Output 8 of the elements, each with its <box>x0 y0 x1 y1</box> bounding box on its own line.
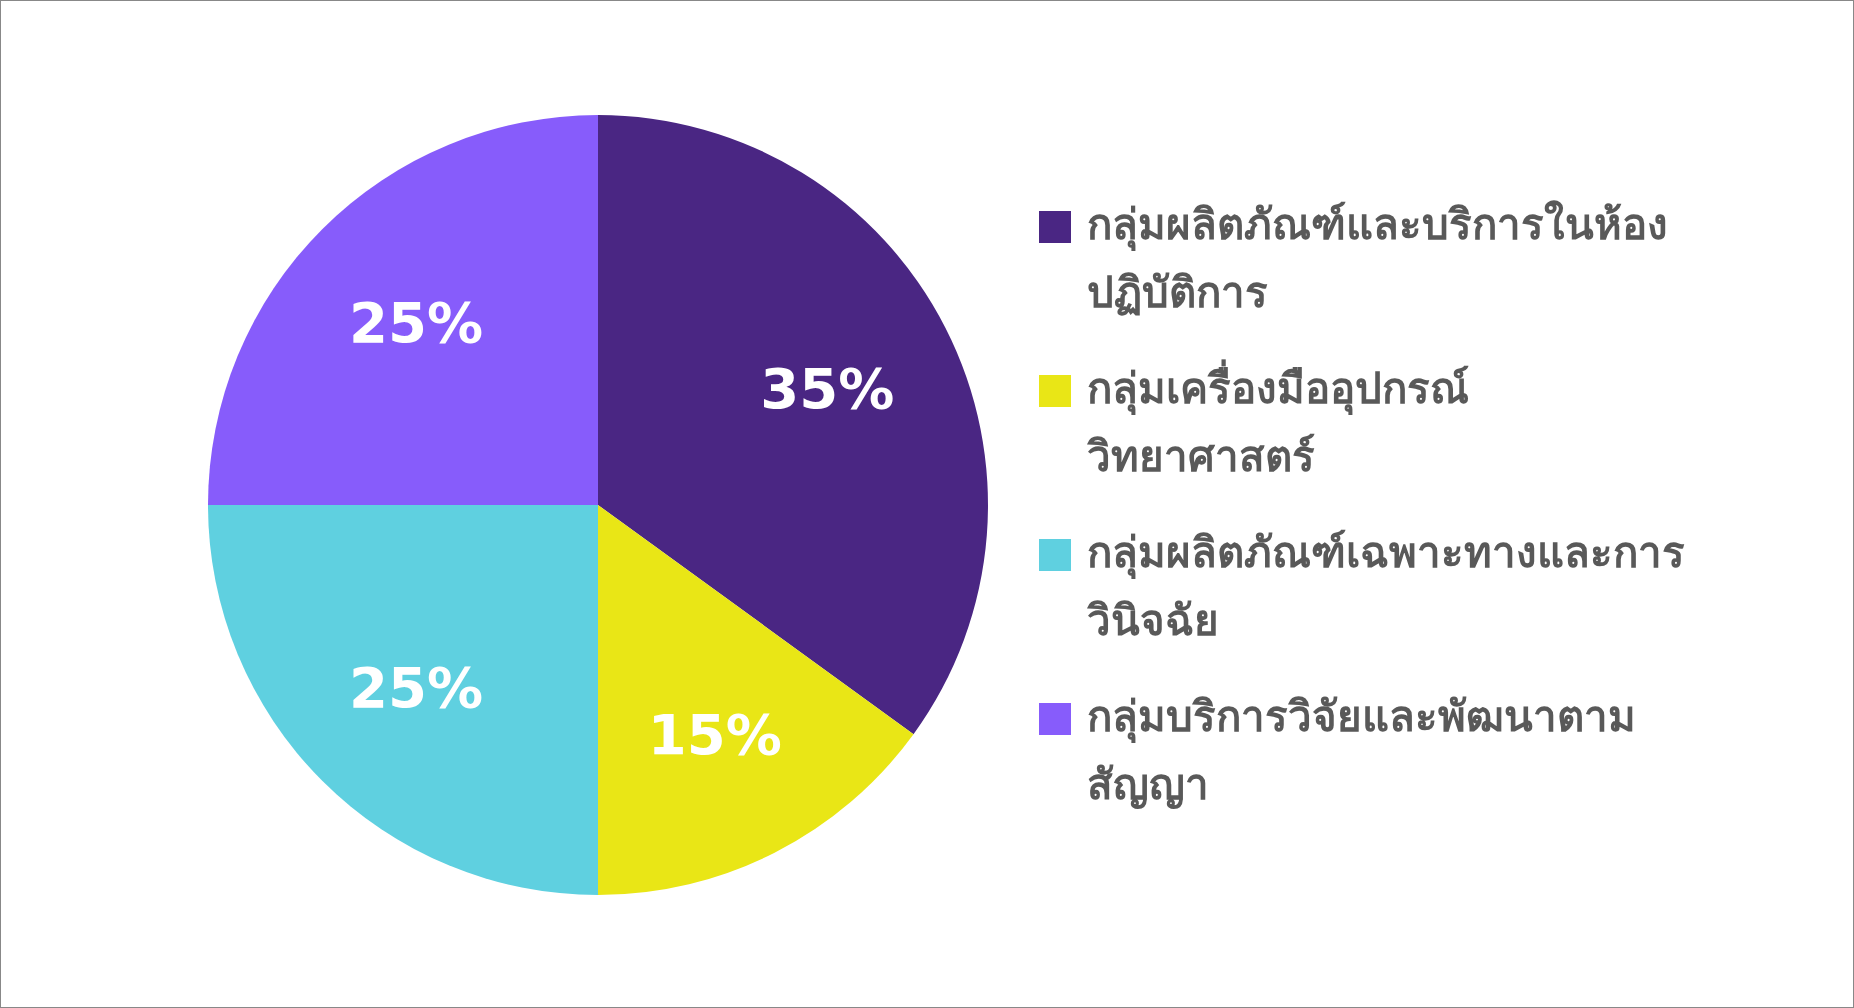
legend-label: กลุ่มบริการวิจัยและพัฒนาตามสัญญา <box>1087 691 1637 811</box>
data-label: 25% <box>348 290 484 356</box>
legend-label: กลุ่มผลิตภัณฑ์เฉพาะทางและการวินิจฉัย <box>1087 527 1686 647</box>
data-label: 15% <box>647 701 782 767</box>
data-label: 25% <box>348 654 484 720</box>
legend-label: กลุ่มเครื่องมืออุปกรณ์วิทยาศาสตร์ <box>1087 358 1470 483</box>
data-label: 35% <box>760 355 895 421</box>
legend-label: กลุ่มผลิตภัณฑ์และบริการในห้องปฏิบัติการ <box>1087 199 1669 319</box>
